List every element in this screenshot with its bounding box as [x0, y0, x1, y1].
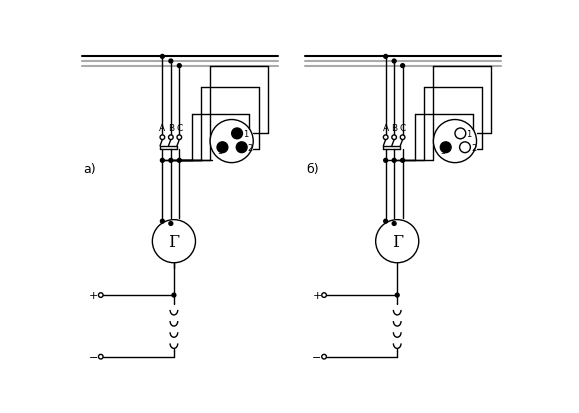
Text: 2: 2 — [248, 143, 253, 152]
Circle shape — [232, 129, 243, 140]
Text: C: C — [400, 123, 406, 133]
Circle shape — [322, 354, 327, 359]
Text: +: + — [89, 290, 98, 300]
Circle shape — [401, 159, 405, 163]
Circle shape — [169, 222, 173, 226]
Text: Г: Г — [168, 233, 179, 250]
Circle shape — [392, 60, 396, 64]
Circle shape — [455, 129, 466, 140]
Circle shape — [168, 135, 173, 140]
Circle shape — [383, 135, 388, 140]
Circle shape — [177, 64, 181, 69]
Circle shape — [392, 222, 396, 226]
Text: A: A — [159, 123, 166, 133]
Circle shape — [392, 135, 397, 140]
Circle shape — [217, 142, 228, 153]
Circle shape — [160, 159, 164, 163]
Text: 1: 1 — [467, 130, 472, 138]
Text: C: C — [176, 123, 182, 133]
Circle shape — [98, 354, 103, 359]
Circle shape — [98, 293, 103, 298]
Circle shape — [169, 60, 173, 64]
Circle shape — [169, 159, 173, 163]
Circle shape — [160, 220, 164, 223]
Circle shape — [384, 159, 387, 163]
Circle shape — [172, 294, 176, 297]
Circle shape — [434, 120, 477, 163]
Text: +: + — [313, 290, 322, 300]
Circle shape — [236, 142, 247, 153]
Circle shape — [160, 135, 164, 140]
Circle shape — [460, 142, 470, 153]
Circle shape — [400, 135, 405, 140]
Text: A: A — [383, 123, 389, 133]
Circle shape — [160, 55, 164, 59]
Text: 2: 2 — [471, 143, 477, 152]
Circle shape — [376, 220, 419, 263]
Circle shape — [177, 135, 182, 140]
Circle shape — [384, 220, 387, 223]
Text: B: B — [391, 123, 397, 133]
Text: B: B — [168, 123, 174, 133]
Text: а): а) — [83, 162, 96, 175]
Circle shape — [395, 294, 399, 297]
Text: 1: 1 — [243, 130, 248, 138]
Text: 3: 3 — [441, 147, 446, 156]
Circle shape — [152, 220, 196, 263]
Text: 3: 3 — [218, 147, 223, 156]
Circle shape — [401, 64, 405, 69]
Text: −: − — [89, 352, 98, 362]
Circle shape — [392, 159, 396, 163]
Circle shape — [177, 159, 181, 163]
Text: Г: Г — [391, 233, 403, 250]
Circle shape — [210, 120, 253, 163]
Circle shape — [384, 55, 387, 59]
Circle shape — [441, 142, 451, 153]
Text: б): б) — [306, 162, 319, 175]
Circle shape — [322, 293, 327, 298]
Text: −: − — [312, 352, 321, 362]
